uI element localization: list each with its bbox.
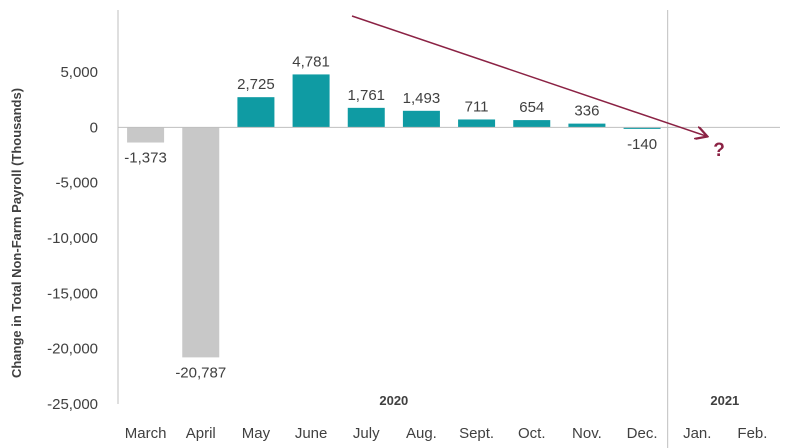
bar [513,120,551,128]
data-label: 4,781 [292,53,330,70]
y-axis-title: Change in Total Non-Farm Payroll (Thousa… [9,88,24,378]
bar [458,119,496,128]
data-label: 336 [574,103,599,120]
data-label: 2,725 [237,76,275,93]
y-tick-label: 0 [90,119,98,136]
category-labels: March April May June July Aug. Sept. Oct. Nov. De… [125,425,768,442]
category-label: Oct. [518,425,546,442]
category-label: July [353,425,380,442]
category-label: May [242,425,271,442]
bar [182,127,220,358]
category-label: April [186,425,216,442]
bar [237,97,275,128]
data-label: -1,373 [124,150,167,167]
bar [623,127,661,129]
bar [402,110,440,128]
bar [568,123,606,128]
y-tick-label: -25,000 [47,396,98,413]
y-tick-label: -10,000 [47,230,98,247]
y-axis-ticks: 5,000 0 -5,000 -10,000 -15,000 -20,000 -25,000 [47,64,98,413]
bar [292,74,330,128]
data-label: 654 [519,99,544,116]
data-label: 1,761 [347,87,385,104]
y-tick-label: -20,000 [47,341,98,358]
category-label: March [125,425,167,442]
data-labels: -1,373 -20,787 2,725 4,781 1,761 1,493 711 654 3… [124,53,657,381]
category-label: June [295,425,328,442]
year-label: 2021 [710,393,739,408]
category-label: Dec. [627,425,658,442]
category-label: Jan. [683,425,711,442]
data-label: 1,493 [403,90,441,107]
data-label: -20,787 [175,364,226,381]
trend-arrow [351,15,706,136]
data-label: 711 [465,98,489,115]
year-label: 2020 [379,393,408,408]
bar [127,127,165,143]
year-labels: 2020 2021 [379,393,739,408]
y-tick-label: 5,000 [60,64,98,81]
y-tick-label: -5,000 [55,175,98,192]
category-label: Sept. [459,425,494,442]
y-tick-label: -15,000 [47,285,98,302]
category-label: Aug. [406,425,437,442]
category-label: Feb. [737,425,767,442]
data-label: -140 [627,136,657,153]
category-label: Nov. [572,425,602,442]
bar [347,107,385,128]
bars [127,74,661,358]
question-mark-annotation: ? [713,140,725,161]
